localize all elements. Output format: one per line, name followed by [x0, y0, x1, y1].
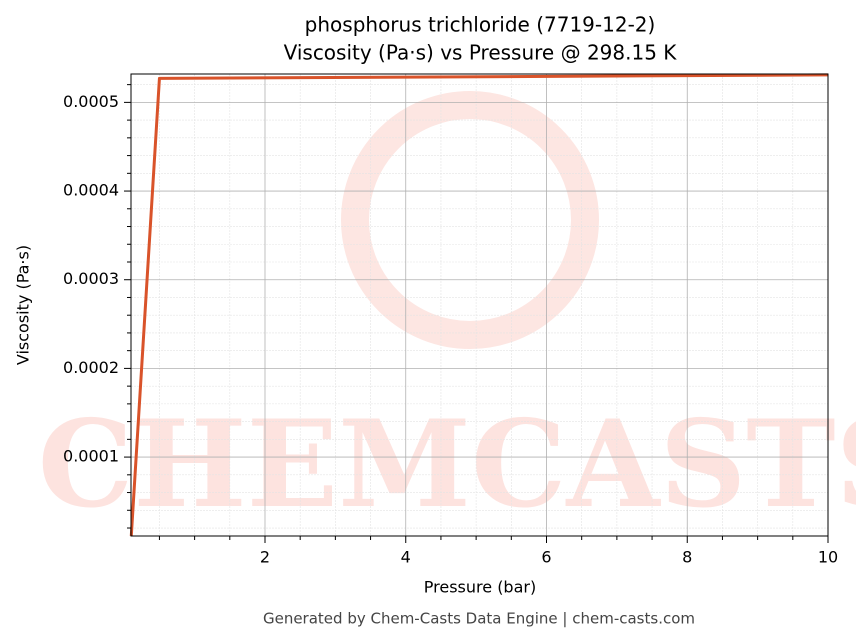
x-tick-label: 2	[260, 548, 270, 567]
x-axis-label: Pressure (bar)	[424, 578, 536, 597]
y-tick-label: 0.0005	[63, 92, 119, 111]
watermark-logo	[341, 91, 599, 349]
x-tick-label: 6	[541, 548, 551, 567]
footer: Generated by Chem-Casts Data Engine | ch…	[263, 610, 695, 628]
watermark: CHEMCASTS	[38, 394, 856, 535]
y-tick-label: 0.0004	[63, 181, 119, 200]
x-tick-label: 4	[401, 548, 411, 567]
x-tick-label: 8	[682, 548, 692, 567]
y-tick-label: 0.0003	[63, 269, 119, 288]
chart-title: phosphorus trichloride (7719-12-2)	[305, 13, 656, 37]
data-line	[129, 73, 829, 537]
y-tick-label: 0.0001	[63, 447, 119, 466]
chart-subtitle: Viscosity (Pa·s) vs Pressure @ 298.15 K	[284, 41, 678, 65]
y-axis-label: Viscosity (Pa·s)	[14, 245, 33, 365]
y-tick-label: 0.0002	[63, 358, 119, 377]
x-tick-label: 10	[818, 548, 838, 567]
plot-frame	[130, 73, 829, 537]
